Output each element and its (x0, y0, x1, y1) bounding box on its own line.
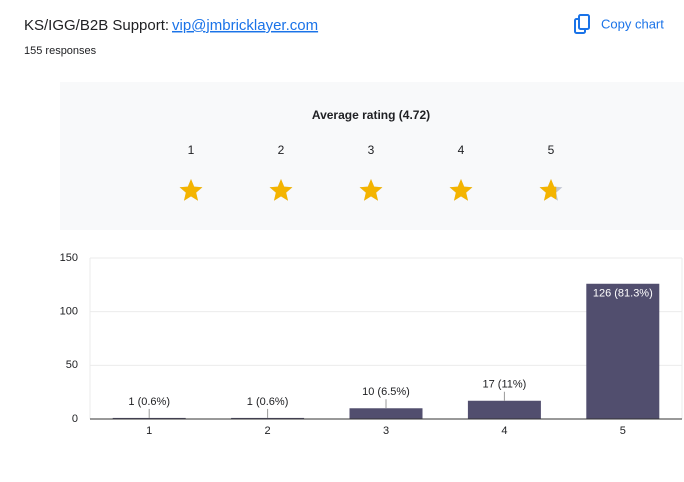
value-label: 10 (6.5%) (362, 386, 410, 398)
star-label: 3 (368, 143, 375, 157)
y-tick-label: 150 (60, 252, 78, 264)
star-fill (539, 179, 557, 201)
x-tick-label: 5 (620, 425, 626, 437)
star-label: 2 (278, 143, 285, 157)
value-label: 1 (0.6%) (247, 396, 289, 408)
response-count: 155 responses (24, 45, 97, 57)
x-tick-label: 4 (501, 425, 507, 437)
form-title: KS/IGG/B2B Support: (24, 17, 169, 34)
bar (349, 408, 423, 419)
bar (231, 417, 305, 419)
bar (467, 400, 541, 419)
x-tick-label: 2 (265, 425, 271, 437)
y-tick-label: 0 (72, 413, 78, 425)
star-label: 1 (188, 143, 195, 157)
star-label: 4 (458, 143, 465, 157)
value-label: 1 (0.6%) (128, 396, 170, 408)
bar (112, 417, 186, 419)
rating-title: Average rating (4.72) (312, 108, 430, 122)
value-label: 17 (11%) (482, 379, 526, 391)
y-tick-label: 100 (60, 306, 78, 318)
copy-icon-front (578, 14, 590, 30)
copy-chart-button[interactable]: Copy chart (574, 14, 664, 34)
star-fill (179, 179, 203, 201)
value-label: 126 (81.3%) (593, 288, 653, 300)
star-label: 5 (548, 143, 555, 157)
star-fill (269, 179, 293, 201)
star-fill (359, 179, 383, 201)
rating-panel (60, 82, 684, 230)
star-fill (449, 179, 473, 201)
email-link[interactable]: vip@jmbricklayer.com (172, 17, 318, 34)
copy-chart-label[interactable]: Copy chart (601, 16, 664, 31)
bar (586, 283, 660, 419)
y-tick-label: 50 (66, 359, 78, 371)
x-tick-label: 1 (146, 425, 152, 437)
x-tick-label: 3 (383, 425, 389, 437)
